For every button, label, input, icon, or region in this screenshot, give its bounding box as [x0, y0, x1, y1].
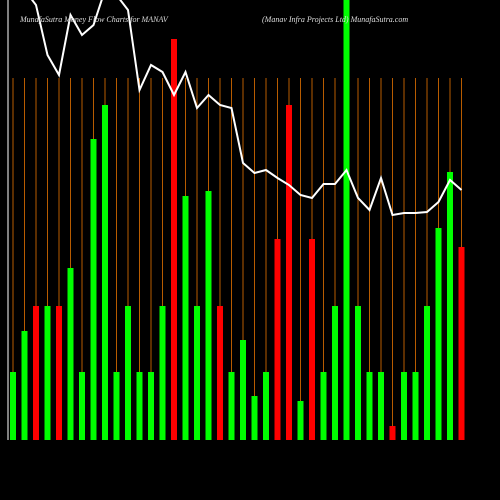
- chart-title: MunafaSutra Money Flow Charts for MANAV: [19, 15, 169, 24]
- bar: [21, 331, 28, 440]
- bar: [228, 372, 235, 440]
- bar: [424, 306, 430, 440]
- bar: [44, 306, 51, 440]
- bar: [240, 340, 246, 440]
- bar: [217, 306, 223, 440]
- bar: [286, 105, 292, 440]
- bar: [159, 306, 166, 440]
- bar: [194, 306, 200, 440]
- bar: [435, 228, 442, 440]
- bar: [113, 372, 120, 440]
- bar: [102, 105, 108, 440]
- bar: [355, 306, 361, 440]
- money-flow-line: [30, 0, 463, 217]
- bar: [332, 306, 338, 440]
- bar: [343, 0, 350, 440]
- bar: [401, 372, 407, 440]
- bar: [148, 372, 154, 440]
- bar: [251, 396, 258, 440]
- bar: [389, 426, 396, 440]
- bar: [79, 372, 85, 440]
- bar: [263, 372, 269, 440]
- bars: [10, 0, 465, 440]
- bar: [90, 139, 97, 440]
- bar: [412, 372, 419, 440]
- bar: [458, 247, 465, 440]
- bar: [274, 239, 281, 440]
- bar: [366, 372, 373, 440]
- chart-subtitle: (Manav Infra Projects Ltd) MunafaSutra.c…: [262, 15, 408, 24]
- bar: [33, 306, 39, 440]
- bar: [56, 306, 62, 440]
- bar: [320, 372, 327, 440]
- bar: [378, 372, 384, 440]
- bar: [297, 401, 304, 440]
- bar: [205, 191, 212, 440]
- line-layer: [30, 0, 463, 217]
- bar: [309, 239, 315, 440]
- bar: [447, 172, 453, 440]
- bar: [10, 372, 16, 440]
- bar: [67, 268, 74, 440]
- bar: [171, 39, 177, 440]
- bar: [136, 372, 143, 440]
- bar: [182, 196, 189, 440]
- bar: [125, 306, 131, 440]
